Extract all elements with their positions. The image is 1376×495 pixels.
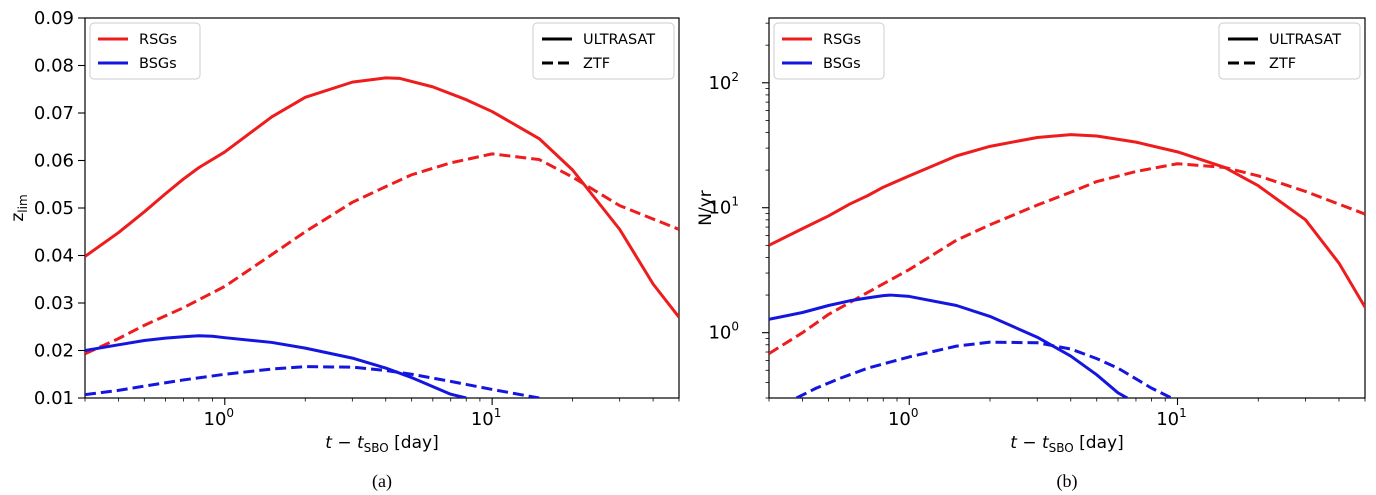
y-tick-label: 0.08 [34, 56, 74, 77]
y-tick-label: 0.07 [34, 103, 74, 124]
series-group [85, 76, 679, 398]
x-tick-label: 100 [888, 406, 919, 430]
panel-caption: (b) [1057, 471, 1078, 492]
y-tick-label: 0.03 [34, 293, 74, 314]
y-tick-exponent: 2 [731, 70, 739, 84]
legend-colors: RSGs BSGs [773, 22, 885, 80]
legend-box [1218, 22, 1361, 80]
series-line-rsgs-ztf [85, 152, 679, 356]
legend-box [89, 22, 201, 80]
series-line-bsgs-ultrasat [85, 334, 467, 398]
y-axis-label-subscript: lim [16, 194, 30, 212]
legend-instruments: ULTRASAT ZTF [1218, 22, 1361, 80]
series-line-bsgs-ztf [85, 365, 540, 398]
x-tick-label: 100 [204, 406, 235, 430]
y-tick-label: 0.06 [34, 151, 74, 172]
x-tick-exponent: 1 [1179, 406, 1187, 420]
y-tick-label: 101 [708, 195, 739, 219]
legend-box [773, 22, 885, 80]
legend-instruments: ULTRASAT ZTF [532, 22, 675, 80]
y-tick-exponent: 1 [731, 195, 739, 209]
y-tick-base: 10 [708, 323, 731, 344]
legend-label-ztf: ZTF [583, 56, 610, 72]
series-line-rsgs-ultrasat [85, 76, 679, 319]
legend-label-ztf: ZTF [1269, 56, 1296, 72]
legend-label-bsgs: BSGs [139, 56, 177, 72]
y-tick-base: 10 [708, 198, 731, 219]
x-tick-exponent: 1 [494, 406, 502, 420]
x-axis-label-main: t − t [325, 433, 365, 453]
y-tick-label: 0.05 [34, 198, 74, 219]
series-line-bsgs-ultrasat [769, 293, 1129, 398]
x-axis-label: t − tSBO [day] [1010, 433, 1123, 455]
y-tick-label: 102 [708, 70, 739, 94]
x-axis-label-subscript: SBO [364, 441, 389, 455]
legend-colors: RSGs BSGs [89, 22, 201, 80]
series-group [769, 133, 1365, 398]
y-tick-exponent: 0 [731, 320, 739, 334]
y-tick-label: 0.09 [34, 8, 74, 29]
series-line-rsgs-ztf [769, 162, 1365, 355]
legend-label-ultrasat: ULTRASAT [583, 32, 655, 48]
x-tick-exponent: 0 [911, 406, 919, 420]
series-line-rsgs-ultrasat [769, 133, 1365, 308]
y-axis-label-main: z [8, 213, 28, 222]
x-tick-label: 101 [471, 406, 502, 430]
x-tick-exponent: 0 [226, 406, 234, 420]
x-axis-label-unit: [day] [1074, 433, 1124, 453]
x-axis-label-subscript: SBO [1049, 441, 1074, 455]
y-tick-label: 0.01 [34, 388, 74, 409]
panel-caption: (a) [372, 471, 392, 492]
y-axis-label: zlim [8, 194, 30, 221]
y-tick-label: 0.04 [34, 246, 74, 267]
legend-label-rsgs: RSGs [823, 32, 861, 48]
legend-label-ultrasat: ULTRASAT [1269, 32, 1341, 48]
series-line-bsgs-ztf [795, 340, 1173, 398]
y-axis-label-main: N/yr [696, 190, 716, 226]
y-tick-label: 0.02 [34, 341, 74, 362]
x-axis-label: t − tSBO [day] [325, 433, 438, 455]
x-tick-base: 10 [204, 409, 227, 430]
y-tick-label: 100 [708, 320, 739, 344]
x-tick-base: 10 [471, 409, 494, 430]
legend-label-bsgs: BSGs [823, 56, 861, 72]
legend-box [532, 22, 675, 80]
panel-a: 100 1010.010.020.030.040.050.060.070.080.… [8, 8, 680, 492]
x-axis-label-unit: [day] [389, 433, 439, 453]
x-tick-base: 10 [1156, 409, 1179, 430]
x-axis-label-main: t − t [1010, 433, 1050, 453]
x-tick-label: 101 [1156, 406, 1187, 430]
y-axis-label: N/yr [696, 190, 716, 226]
y-tick-base: 10 [708, 73, 731, 94]
x-tick-base: 10 [888, 409, 911, 430]
legend-label-rsgs: RSGs [139, 32, 177, 48]
